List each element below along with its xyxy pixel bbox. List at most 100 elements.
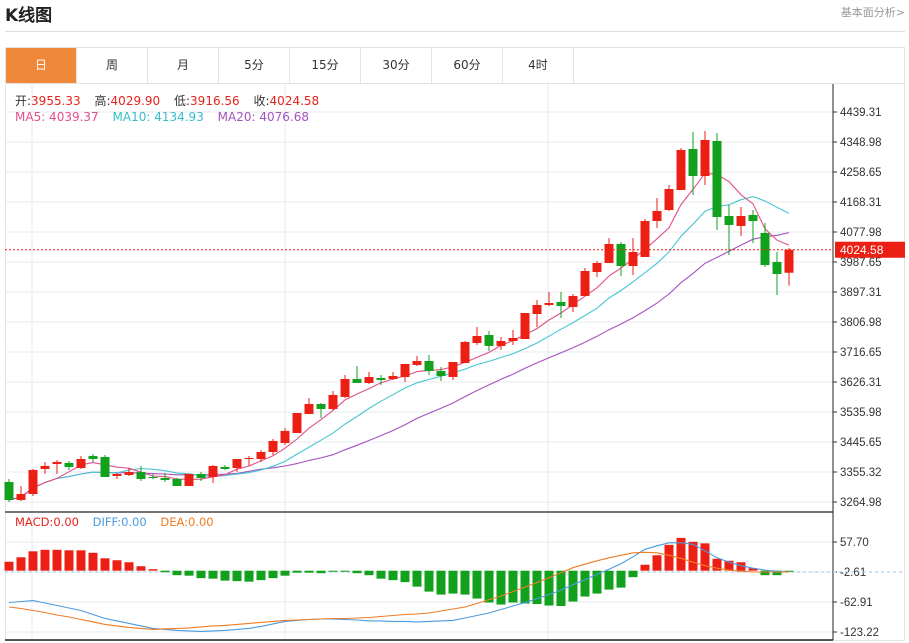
tab-30min[interactable]: 30分 <box>361 48 432 83</box>
candle-body <box>640 220 650 258</box>
candle <box>556 292 566 318</box>
ma20-line <box>8 232 790 501</box>
candle-body <box>148 476 158 478</box>
macd-bar <box>112 560 122 571</box>
tab-5min[interactable]: 5分 <box>219 48 290 83</box>
macd-bar <box>700 543 710 571</box>
ma10-value: MA10: 4134.93 <box>112 110 204 124</box>
macd-bar <box>424 570 434 592</box>
candle-body <box>760 232 770 266</box>
macd-bar <box>592 570 602 594</box>
macd-bar <box>160 570 170 573</box>
macd-bar <box>736 562 746 571</box>
candle <box>508 329 518 345</box>
candle-body <box>388 375 398 379</box>
macd-bar <box>4 561 14 571</box>
macd-bar <box>616 570 626 588</box>
candle <box>712 132 722 230</box>
candle <box>112 472 122 479</box>
tab-15min[interactable]: 15分 <box>290 48 361 83</box>
candle-body <box>316 403 326 409</box>
ma5-line <box>8 172 790 501</box>
candle <box>184 473 194 486</box>
macd-bar <box>748 568 758 571</box>
macd-bar <box>448 570 458 594</box>
macd-tick-label: 57.70 <box>840 537 869 549</box>
macd-bar <box>508 570 518 603</box>
candle <box>520 312 530 339</box>
candle <box>772 251 782 295</box>
candle <box>448 361 458 380</box>
macd-bar <box>772 570 782 576</box>
header-divider <box>5 31 905 32</box>
tab-4hour[interactable]: 4时 <box>503 48 574 83</box>
candle-body <box>400 363 410 377</box>
candle <box>640 219 650 258</box>
dea-line <box>8 551 789 630</box>
macd-bar <box>712 558 722 571</box>
candle <box>616 241 626 276</box>
candle-body <box>196 473 206 478</box>
candle-body <box>352 378 362 383</box>
macd-bar <box>628 570 638 578</box>
macd-bar <box>604 570 614 590</box>
candle-body <box>676 149 686 190</box>
candle-body <box>28 469 38 494</box>
tab-week[interactable]: 周 <box>77 48 148 83</box>
candle-body <box>568 295 578 307</box>
tab-60min[interactable]: 60分 <box>432 48 503 83</box>
candle <box>256 449 266 462</box>
candle-body <box>112 473 122 476</box>
candle-body <box>100 456 110 477</box>
period-tabs: 日 周 月 5分 15分 30分 60分 4时 <box>5 47 905 83</box>
candle-body <box>748 214 758 221</box>
price-tick-label: 4168.31 <box>840 197 882 209</box>
candle <box>748 210 758 243</box>
price-tick-label: 3716.65 <box>840 347 882 359</box>
high-value: 4029.90 <box>110 94 161 108</box>
macd-value: MACD:0.00 <box>15 515 79 529</box>
tab-month[interactable]: 月 <box>148 48 219 83</box>
macd-bar <box>388 570 398 581</box>
high-label: 高: <box>94 94 111 108</box>
macd-bar <box>220 570 230 581</box>
candle <box>316 402 326 418</box>
page-title: K线图 <box>5 6 53 26</box>
macd-tick-label: -123.22 <box>840 627 879 639</box>
macd-bar <box>544 570 554 606</box>
candle-body <box>556 302 566 306</box>
candle <box>196 471 206 481</box>
fundamental-analysis-link[interactable]: 基本面分析> <box>840 6 905 19</box>
candle <box>376 374 386 385</box>
candle-body <box>328 394 338 409</box>
candle-body <box>16 493 26 500</box>
candle-body <box>88 455 98 459</box>
candle <box>700 130 710 185</box>
candle <box>676 148 686 190</box>
macd-bar <box>400 570 410 583</box>
candle <box>472 326 482 345</box>
candle-body <box>448 361 458 377</box>
candle-body <box>688 148 698 176</box>
diff-line <box>8 542 790 632</box>
candle <box>688 131 698 195</box>
candle <box>412 355 422 366</box>
tab-day[interactable]: 日 <box>6 48 77 83</box>
candle <box>532 299 542 327</box>
candle <box>148 473 158 479</box>
candle-body <box>172 478 182 486</box>
candle <box>304 397 314 414</box>
candle <box>292 412 302 433</box>
macd-bar <box>724 560 734 571</box>
macd-bar <box>40 549 50 571</box>
ma10-line <box>8 196 790 501</box>
price-tick-label: 4077.98 <box>840 227 882 239</box>
candle-body <box>544 302 554 305</box>
price-tick-label: 3987.65 <box>840 257 882 269</box>
candle <box>724 204 734 255</box>
candle-body <box>508 338 518 341</box>
candle <box>400 363 410 382</box>
candle <box>568 293 578 312</box>
candle-body <box>772 261 782 275</box>
